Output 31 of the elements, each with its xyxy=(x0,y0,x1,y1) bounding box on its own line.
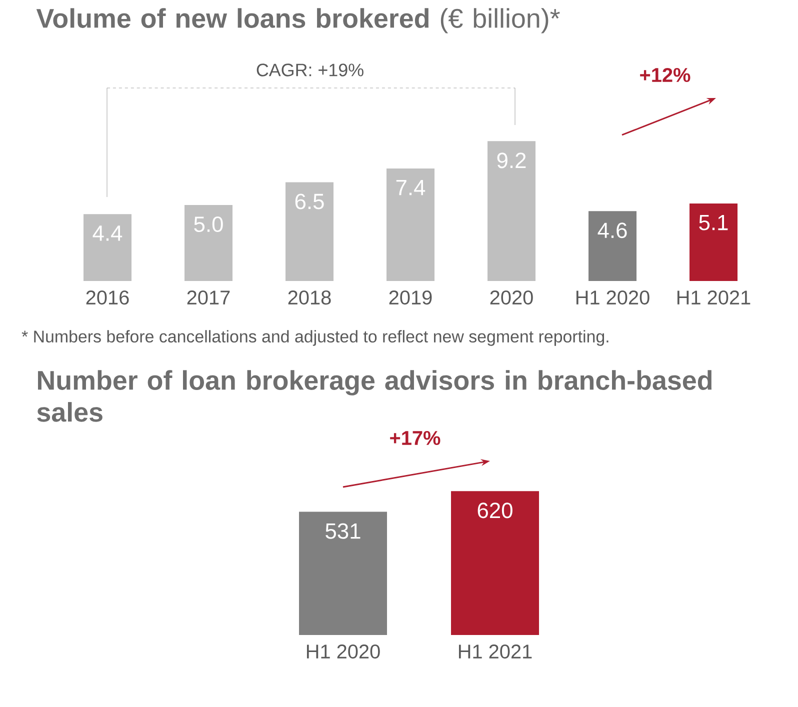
x-tick-label: H1 2021 xyxy=(677,290,750,305)
bar xyxy=(386,168,435,281)
text: +12% xyxy=(640,68,690,82)
data-label: 9.2 xyxy=(497,152,526,168)
x-tick-label: 2019 xyxy=(389,290,432,305)
data-label: 6.5 xyxy=(295,194,324,210)
data-label: 4.6 xyxy=(598,222,627,238)
data-label: 4.4 xyxy=(92,226,122,241)
x-tick-label: H1 2021 xyxy=(458,644,532,659)
bar xyxy=(690,203,738,281)
chart-title: Number of loan brokerage advisors in branch-based sales xyxy=(37,370,712,422)
data-label: 620 xyxy=(478,502,512,518)
bar xyxy=(488,141,536,281)
text: +17% xyxy=(390,430,440,445)
bar xyxy=(588,211,637,281)
x-tick-label: H1 2020 xyxy=(306,644,380,659)
x-tick-label: 2018 xyxy=(288,290,331,305)
bar xyxy=(286,182,334,281)
chart-title: Volume of new loans brokered (€ billion)* xyxy=(36,8,560,34)
x-tick-label: 2020 xyxy=(490,290,533,305)
data-label: 5.1 xyxy=(699,214,728,230)
bar xyxy=(184,204,233,281)
data-label: 7.4 xyxy=(396,180,426,196)
data-label: 531 xyxy=(326,523,360,539)
x-tick-label: H1 2020 xyxy=(576,290,650,305)
bar xyxy=(84,214,132,281)
data-label: 5.0 xyxy=(194,216,223,232)
x-tick-label: 2016 xyxy=(86,290,129,305)
text: * Numbers before cancellations and adjusted to reflect new segment reporting. xyxy=(22,330,608,346)
text: CAGR: +19% xyxy=(256,64,364,76)
x-tick-label: 2017 xyxy=(187,290,230,305)
